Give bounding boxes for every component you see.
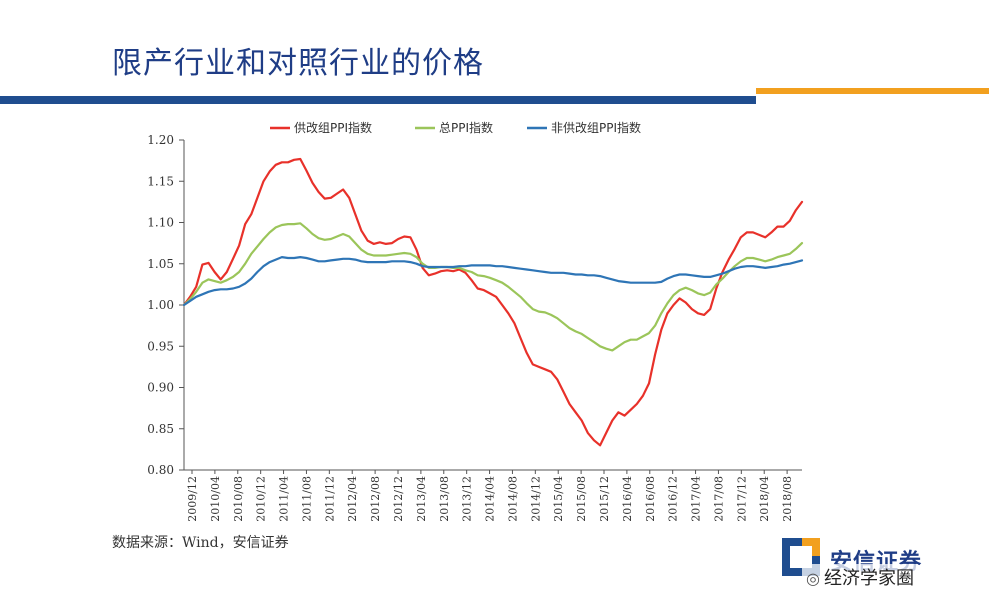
y-tick-label: 1.15	[147, 174, 174, 188]
x-tick-label: 2011/08	[300, 476, 313, 522]
series-line-1	[182, 222, 804, 352]
x-tick-label: 2010/12	[255, 476, 268, 522]
wechat-icon: ◎	[806, 569, 820, 588]
y-tick-label: 0.85	[147, 422, 174, 436]
title-underline-blue	[0, 96, 756, 104]
x-tick-label: 2015/12	[598, 476, 611, 522]
x-tick-label: 2010/08	[232, 476, 245, 522]
data-source-note: 数据来源：Wind，安信证券	[112, 535, 289, 551]
x-tick-label: 2018/08	[781, 476, 794, 522]
y-tick-label: 0.80	[147, 463, 174, 477]
x-tick-label: 2014/12	[529, 476, 542, 522]
x-tick-label: 2011/04	[278, 476, 291, 522]
x-tick-label: 2017/04	[690, 476, 703, 522]
page-title: 限产行业和对照行业的价格	[112, 46, 484, 81]
x-tick-label: 2013/04	[415, 476, 428, 522]
x-tick-label: 2013/12	[461, 476, 474, 522]
y-tick-label: 1.05	[147, 257, 174, 271]
x-tick-label: 2012/12	[392, 476, 405, 522]
legend-label: 总PPI指数	[439, 120, 493, 135]
x-tick-label: 2016/04	[621, 476, 634, 522]
x-tick-label: 2018/04	[758, 476, 771, 522]
x-tick-label: 2014/08	[506, 476, 519, 522]
legend-label: 非供改组PPI指数	[551, 120, 641, 135]
legend-label: 供改组PPI指数	[294, 120, 372, 135]
y-tick-label: 0.95	[147, 339, 174, 353]
y-tick-label: 1.00	[147, 298, 174, 312]
x-tick-label: 2013/08	[438, 476, 451, 522]
y-tick-label: 1.10	[147, 216, 174, 230]
x-tick-label: 2011/12	[323, 476, 336, 522]
watermark-text: 经济学家圈	[823, 568, 914, 589]
x-tick-label: 2010/04	[209, 476, 222, 522]
watermark: ◎ 经济学家圈	[802, 564, 918, 590]
x-tick-label: 2012/08	[369, 476, 382, 522]
x-tick-label: 2015/04	[552, 476, 565, 522]
x-tick-label: 2016/08	[644, 476, 657, 522]
x-tick-label: 2017/12	[735, 476, 748, 522]
title-underline-orange	[756, 88, 989, 94]
x-tick-label: 2015/08	[575, 476, 588, 522]
y-tick-label: 1.20	[147, 133, 174, 147]
x-tick-label: 2012/04	[346, 476, 359, 522]
ppi-line-chart: 0.80 0.85 0.90 0.95 1.00 1.05 1.10 1.15 1.20 2009…	[147, 120, 804, 522]
x-tick-label: 2017/08	[712, 476, 725, 522]
brand-block: 安信证券 ◎ 经济学家圈	[782, 532, 982, 592]
brand-logo-icon	[782, 538, 820, 576]
x-tick-label: 2014/04	[484, 476, 497, 522]
series-line-2	[182, 256, 804, 307]
x-tick-label: 2009/12	[186, 476, 199, 522]
series-line-0	[182, 157, 804, 447]
y-tick-label: 0.90	[147, 381, 174, 395]
x-tick-label: 2016/12	[667, 476, 680, 522]
